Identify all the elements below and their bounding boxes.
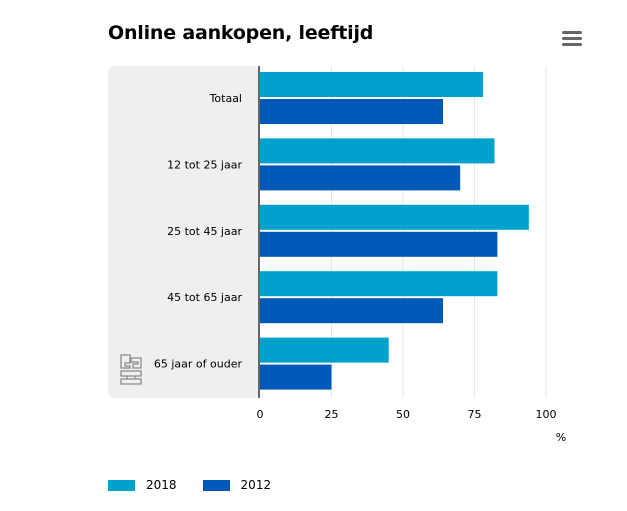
bars (260, 72, 529, 390)
bar-2018-25-tot-45-jaar[interactable] (260, 204, 529, 230)
bar-2012-12-tot-25-jaar[interactable] (260, 165, 461, 191)
x-axis-label: % (556, 431, 566, 444)
legend-swatch-2018 (108, 479, 135, 491)
bar-2012-25-tot-45-jaar[interactable] (260, 231, 498, 257)
x-tick-labels: 0 25 50 75 100 (257, 408, 557, 421)
category-label-65-jaar-of-ouder: 65 jaar of ouder (154, 358, 243, 371)
bar-2012-65-jaar-of-ouder[interactable] (260, 364, 332, 390)
chart-title: Online aankopen, leeftijd (108, 22, 374, 44)
x-tick-label-0: 0 (257, 408, 264, 421)
category-panel (108, 66, 260, 398)
legend-item-2012[interactable]: 2012 (202, 478, 272, 492)
bar-2018-65-jaar-of-ouder[interactable] (260, 337, 389, 363)
x-tick-label-25: 25 (325, 408, 339, 421)
legend-label-2018: 2018 (146, 478, 177, 492)
bar-2018-12-tot-25-jaar[interactable] (260, 138, 495, 164)
bar-chart: Totaal 12 tot 25 jaar 25 tot 45 jaar 45 tot… (108, 66, 566, 444)
legend-item-2018[interactable]: 2018 (108, 478, 177, 492)
bar-2018-totaal[interactable] (260, 72, 484, 97)
legend-label-2012: 2012 (240, 478, 272, 492)
hamburger-menu-icon[interactable] (562, 31, 582, 47)
x-tick-label-75: 75 (468, 408, 482, 421)
category-label-45-tot-65-jaar: 45 tot 65 jaar (167, 291, 242, 304)
category-label-12-tot-25-jaar: 12 tot 25 jaar (167, 158, 242, 171)
category-labels: Totaal 12 tot 25 jaar 25 tot 45 jaar 45 tot… (154, 92, 243, 371)
legend-swatch-2012 (202, 479, 230, 491)
legend: 2018 2012 (108, 478, 297, 492)
category-label-25-tot-45-jaar: 25 tot 45 jaar (167, 225, 242, 238)
bar-2018-45-tot-65-jaar[interactable] (260, 271, 498, 297)
x-tick-label-50: 50 (396, 408, 410, 421)
category-label-totaal: Totaal (209, 92, 242, 105)
cbs-logo-icon (120, 354, 142, 385)
bar-2012-45-tot-65-jaar[interactable] (260, 298, 444, 324)
bar-2012-totaal[interactable] (260, 99, 444, 124)
x-tick-label-100: 100 (536, 408, 557, 421)
